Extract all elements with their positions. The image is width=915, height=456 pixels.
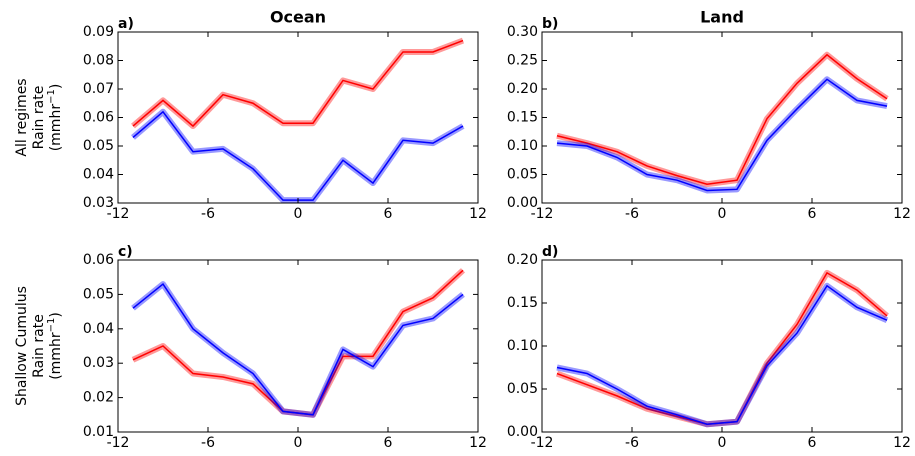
y-tick-label: 0.15 [507,110,538,126]
y-tick-label: 0.04 [83,321,114,337]
y-axis-label-unit: (mmhr−1) [46,312,64,380]
series-line [132,282,464,416]
panel-label: c) [118,244,133,260]
y-tick-label: 0.20 [507,81,538,97]
panel-label: b) [542,16,558,32]
x-tick-label: 0 [718,206,727,222]
x-tick-label: -6 [201,435,215,451]
x-tick-label: 6 [808,435,817,451]
y-tick-label: 0.10 [507,138,538,154]
y-tick-label: 0.05 [83,286,114,302]
series-line [556,78,888,192]
unit-base: (mmhr [48,104,64,152]
unit-close: ) [48,312,64,317]
x-tick-label: -6 [201,206,215,222]
axes-frame [117,31,479,204]
y-tick-label: 0.08 [83,53,114,69]
x-tick-label: -6 [625,206,639,222]
x-tick-label: 0 [718,435,727,451]
series-line [556,284,888,426]
series-band [556,51,889,188]
x-tick-label: -12 [107,206,130,222]
panel-label: d) [542,244,558,260]
y-tick-label: 0.03 [83,195,114,211]
x-tick-label: 0 [294,206,303,222]
y-tick-label: 0.06 [83,252,114,268]
y-axis-label-line: Rain rate [31,86,47,150]
x-tick-label: -12 [107,435,130,451]
y-tick-label: 0.07 [83,81,114,97]
series-band [556,76,888,194]
y-tick-label: 0.06 [83,110,114,126]
x-tick-label: 6 [384,206,393,222]
y-tick-label: 0.09 [83,24,114,40]
series-band [131,37,465,130]
panel-title: Land [700,8,744,27]
y-axis-label-unit: (mmhr−1) [46,84,64,152]
series-line [556,53,888,185]
y-axis-label: All regimes Rain rate (mmhr−1) [14,78,64,156]
y-tick-label: 0.00 [507,424,538,440]
y-tick-label: 0.04 [83,167,114,183]
unit-exp: −1 [46,318,57,333]
y-tick-label: 0.20 [507,252,538,268]
y-tick-label: 0.01 [83,424,114,440]
y-tick-label: 0.15 [507,295,538,311]
y-tick-label: 0.03 [83,355,114,371]
x-tick-label: 12 [893,206,911,222]
y-tick-label: 0.25 [507,53,538,69]
unit-exp: −1 [46,89,57,104]
series-line [132,269,464,416]
series-line [132,39,464,128]
y-axis-label: Shallow Cumulus Rain rate (mmhr−1) [14,286,64,406]
y-tick-label: 0.05 [83,138,114,154]
y-tick-label: 0.05 [507,381,538,397]
x-tick-label: -12 [531,206,554,222]
series-band [131,268,466,418]
y-axis-label-line: All regimes [14,78,30,156]
series-band [556,282,889,428]
axes-frame [541,31,903,204]
x-tick-label: -12 [531,435,554,451]
y-axis-label-line: Rain rate [31,314,47,378]
y-tick-label: 0.30 [507,24,538,40]
y-tick-label: 0.10 [507,338,538,354]
panel-title: Ocean [270,8,326,27]
x-tick-label: 6 [384,435,393,451]
unit-close: ) [48,84,64,89]
x-tick-label: 0 [294,435,303,451]
x-tick-label: 6 [808,206,817,222]
y-tick-label: 0.02 [83,390,114,406]
x-tick-label: 12 [469,435,487,451]
axes-frame [117,259,479,433]
y-axis-label-line: Shallow Cumulus [14,286,30,406]
x-tick-label: -6 [625,435,639,451]
y-tick-label: 0.00 [507,195,538,211]
y-tick-label: 0.05 [507,167,538,183]
panel-label: a) [118,16,134,32]
x-tick-label: 12 [893,435,911,451]
x-tick-label: 12 [469,206,487,222]
unit-base: (mmhr [48,332,64,380]
